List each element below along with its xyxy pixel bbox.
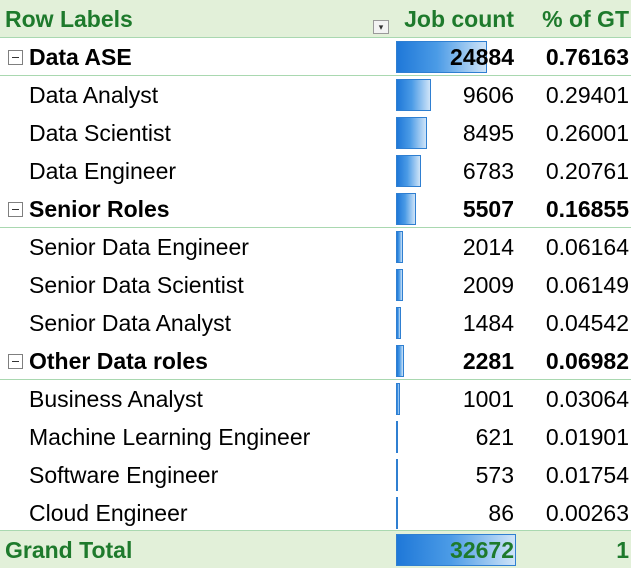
collapse-minus-icon[interactable]: [8, 202, 23, 217]
databar: [396, 459, 398, 491]
row-label: Senior Data Engineer: [29, 234, 249, 260]
pct-of-gt-cell: 0.03064: [545, 386, 629, 412]
header-pct-of-gt[interactable]: % of GT: [542, 6, 629, 32]
databar: [396, 155, 421, 187]
pivot-item-row[interactable]: Software Engineer 573 0.01754: [0, 456, 631, 494]
pct-of-gt-cell: 0.04542: [545, 310, 629, 336]
databar: [396, 345, 404, 377]
row-label: Cloud Engineer: [29, 500, 188, 526]
pct-of-gt-cell: 0.00263: [545, 500, 629, 526]
pivot-item-row[interactable]: Senior Data Scientist 2009 0.06149: [0, 266, 631, 304]
databar: [396, 497, 398, 529]
pct-of-gt-cell: 0.20761: [545, 158, 629, 184]
job-count-cell: 86: [488, 500, 514, 526]
row-label: Machine Learning Engineer: [29, 424, 311, 450]
grand-total-databar: [396, 534, 516, 566]
job-count-cell: 5507: [462, 196, 514, 222]
row-label: Data ASE: [29, 44, 132, 70]
pivot-item-row[interactable]: Business Analyst 1001 0.03064: [0, 380, 631, 418]
collapse-minus-icon[interactable]: [8, 50, 23, 65]
group-separator: [0, 75, 631, 76]
row-label: Software Engineer: [29, 462, 219, 488]
pivot-item-row[interactable]: Data Engineer 6783 0.20761: [0, 152, 631, 190]
job-count-cell: 24884: [450, 44, 514, 70]
pivot-group-row[interactable]: Senior Roles 5507 0.16855: [0, 190, 631, 228]
pct-of-gt-cell: 0.06164: [545, 234, 629, 260]
pivot-item-row[interactable]: Machine Learning Engineer 621 0.01901: [0, 418, 631, 456]
pivot-item-row[interactable]: Data Analyst 9606 0.29401: [0, 76, 631, 114]
job-count-cell: 1001: [462, 386, 514, 412]
databar: [396, 307, 401, 339]
pct-of-gt-cell: 0.16855: [545, 196, 629, 222]
pivot-item-row[interactable]: Data Scientist 8495 0.26001: [0, 114, 631, 152]
row-label: Data Analyst: [29, 82, 159, 108]
pivot-item-row[interactable]: Senior Data Analyst 1484 0.04542: [0, 304, 631, 342]
pivot-item-row[interactable]: Cloud Engineer 86 0.00263: [0, 494, 631, 532]
pivot-group-row[interactable]: Other Data roles 2281 0.06982: [0, 342, 631, 380]
pivot-group-row[interactable]: Data ASE 24884 0.76163: [0, 38, 631, 76]
databar: [396, 41, 487, 73]
databar: [396, 117, 427, 149]
job-count-cell: 9606: [462, 82, 514, 108]
pct-of-gt-cell: 0.06982: [545, 348, 629, 374]
databar: [396, 383, 400, 415]
group-separator: [0, 379, 631, 380]
databar: [396, 193, 416, 225]
databar: [396, 231, 403, 263]
pct-of-gt-cell: 0.29401: [545, 82, 629, 108]
job-count-cell: 621: [475, 424, 514, 450]
job-count-cell: 6783: [462, 158, 514, 184]
row-label: Other Data roles: [29, 348, 208, 374]
grand-total-pct: 1: [616, 537, 629, 563]
job-count-cell: 573: [475, 462, 514, 488]
databar: [396, 79, 431, 111]
grand-total-label: Grand Total: [5, 537, 133, 563]
row-label: Senior Data Analyst: [29, 310, 232, 336]
pct-of-gt-cell: 0.01754: [545, 462, 629, 488]
pct-of-gt-cell: 0.06149: [545, 272, 629, 298]
grand-total-count: 32672: [450, 537, 514, 563]
job-count-cell: 2009: [462, 272, 514, 298]
row-label: Senior Data Scientist: [29, 272, 244, 298]
job-count-cell: 1484: [462, 310, 514, 336]
header-job-count[interactable]: Job count: [404, 6, 514, 32]
job-count-cell: 2014: [462, 234, 514, 260]
filter-dropdown-icon[interactable]: ▾: [373, 20, 389, 34]
databar: [396, 421, 398, 453]
row-label: Senior Roles: [29, 196, 170, 222]
header-row-labels[interactable]: Row Labels: [5, 6, 133, 32]
row-label: Business Analyst: [29, 386, 203, 412]
job-count-cell: 8495: [462, 120, 514, 146]
row-label: Data Engineer: [29, 158, 177, 184]
job-count-cell: 2281: [462, 348, 514, 374]
pct-of-gt-cell: 0.26001: [545, 120, 629, 146]
group-separator: [0, 227, 631, 228]
pivot-header-row: Row Labels ▾ Job count % of GT: [0, 0, 631, 38]
row-label: Data Scientist: [29, 120, 171, 146]
pct-of-gt-cell: 0.76163: [545, 44, 629, 70]
collapse-minus-icon[interactable]: [8, 354, 23, 369]
pct-of-gt-cell: 0.01901: [545, 424, 629, 450]
databar: [396, 269, 403, 301]
pivot-item-row[interactable]: Senior Data Engineer 2014 0.06164: [0, 228, 631, 266]
grand-total-row[interactable]: Grand Total 32672 1: [0, 530, 631, 568]
